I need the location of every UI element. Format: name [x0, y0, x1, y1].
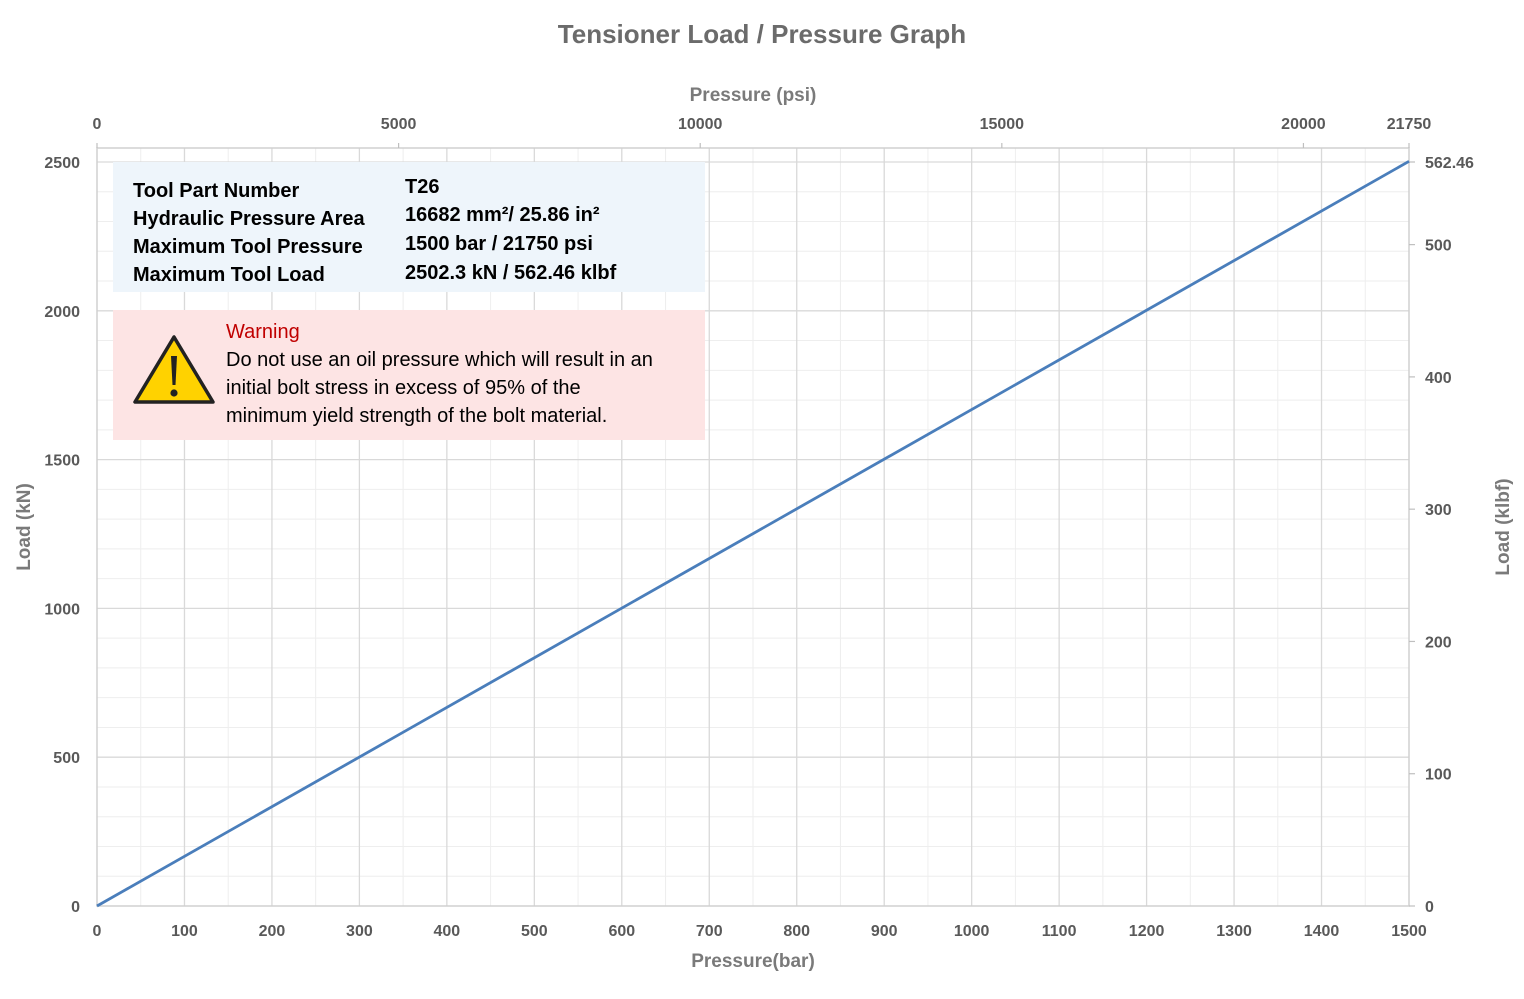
y-tick-label: 500 — [53, 750, 80, 767]
info-value-pressure-area: 16682 mm²/ 25.86 in² — [405, 204, 600, 226]
info-label-max-load: Maximum Tool Load — [133, 264, 325, 286]
y-tick-label: 1500 — [44, 453, 80, 470]
x-tick-label: 1400 — [1304, 923, 1340, 940]
x2-tick-label: 15000 — [980, 116, 1025, 133]
x-tick-label: 1500 — [1391, 923, 1427, 940]
info-value-max-pressure: 1500 bar / 21750 psi — [405, 233, 593, 255]
info-box — [113, 162, 705, 292]
x2-tick-label: 20000 — [1281, 116, 1326, 133]
warning-line-3: minimum yield strength of the bolt mater… — [226, 405, 607, 427]
y-tick-label: 1000 — [44, 601, 80, 618]
x-tick-label: 1300 — [1216, 923, 1252, 940]
chart-title: Tensioner Load / Pressure Graph — [558, 19, 966, 49]
x-tick-label: 900 — [871, 923, 898, 940]
y2-tick-label: 562.46 — [1425, 155, 1474, 172]
info-label-max-pressure: Maximum Tool Pressure — [133, 236, 363, 258]
y-tick-label: 2500 — [44, 155, 80, 172]
warning-line-1: Do not use an oil pressure which will re… — [226, 349, 653, 371]
warning-title: Warning — [226, 321, 300, 343]
load-series-line — [96, 160, 1410, 908]
y2-tick-label: 200 — [1425, 634, 1452, 651]
x-tick-label: 700 — [696, 923, 723, 940]
y2-tick-label: 0 — [1425, 899, 1434, 916]
y-tick-label: 2000 — [44, 304, 80, 321]
y2-axis-ticks: 0 100 200 300 400 500 562.46 — [1409, 155, 1474, 916]
y2-tick-label: 400 — [1425, 370, 1452, 387]
y-axis-ticks: 0 500 1000 1500 2000 2500 — [44, 155, 80, 916]
info-value-part-number: T26 — [405, 176, 439, 198]
y-tick-label: 0 — [71, 899, 80, 916]
x2-tick-label: 5000 — [381, 116, 417, 133]
info-label-part-number: Tool Part Number — [133, 180, 300, 202]
x-tick-label: 300 — [346, 923, 373, 940]
x2-tick-label: 0 — [93, 116, 102, 133]
y2-tick-label: 300 — [1425, 502, 1452, 519]
x-tick-label: 1000 — [954, 923, 990, 940]
info-label-pressure-area: Hydraulic Pressure Area — [133, 208, 365, 230]
warning-triangle-icon — [133, 335, 215, 404]
x2-axis-ticks: 0 5000 10000 15000 20000 21750 — [93, 116, 1432, 148]
x2-tick-label: 21750 — [1387, 116, 1432, 133]
x-tick-label: 0 — [93, 923, 102, 940]
x2-axis-label: Pressure (psi) — [690, 85, 817, 106]
x-axis-label: Pressure(bar) — [691, 951, 815, 972]
x-tick-label: 1200 — [1129, 923, 1165, 940]
y2-axis-label: Load (klbf) — [1493, 478, 1514, 575]
x-tick-label: 100 — [171, 923, 198, 940]
x-tick-label: 500 — [521, 923, 548, 940]
x-tick-label: 600 — [608, 923, 635, 940]
info-value-max-load: 2502.3 kN / 562.46 klbf — [405, 262, 617, 284]
x-tick-label: 800 — [783, 923, 810, 940]
x-tick-label: 400 — [434, 923, 461, 940]
y2-tick-label: 100 — [1425, 767, 1452, 784]
warning-box — [113, 310, 705, 440]
x2-tick-label: 10000 — [678, 116, 723, 133]
y-axis-label: Load (kN) — [14, 483, 35, 571]
x-axis-ticks: 0 100 200 300 400 500 600 700 800 900 1000 1100 1200… — [93, 923, 1427, 940]
x-tick-label: 1100 — [1042, 923, 1077, 940]
plot-area — [96, 147, 1410, 907]
series-layer — [96, 160, 1410, 908]
x-tick-label: 200 — [259, 923, 286, 940]
warning-line-2: initial bolt stress in excess of 95% of … — [226, 377, 581, 399]
y2-tick-label: 500 — [1425, 238, 1452, 255]
